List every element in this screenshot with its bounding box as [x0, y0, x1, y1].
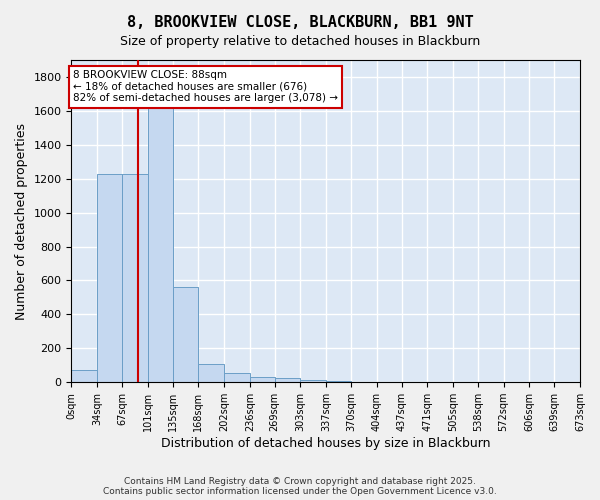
- Bar: [173, 288, 199, 382]
- Text: 8 BROOKVIEW CLOSE: 88sqm
← 18% of detached houses are smaller (676)
82% of semi-: 8 BROOKVIEW CLOSE: 88sqm ← 18% of detach…: [73, 70, 338, 103]
- Bar: [275, 378, 301, 382]
- Text: Contains public sector information licensed under the Open Government Licence v3: Contains public sector information licen…: [103, 488, 497, 496]
- Bar: [250, 377, 275, 382]
- Y-axis label: Number of detached properties: Number of detached properties: [15, 122, 28, 320]
- Bar: [97, 174, 122, 382]
- Bar: [301, 380, 326, 382]
- Bar: [199, 364, 224, 382]
- Bar: [71, 370, 97, 382]
- Bar: [224, 373, 250, 382]
- Text: 8, BROOKVIEW CLOSE, BLACKBURN, BB1 9NT: 8, BROOKVIEW CLOSE, BLACKBURN, BB1 9NT: [127, 15, 473, 30]
- X-axis label: Distribution of detached houses by size in Blackburn: Distribution of detached houses by size …: [161, 437, 490, 450]
- Bar: [148, 102, 173, 382]
- Text: Contains HM Land Registry data © Crown copyright and database right 2025.: Contains HM Land Registry data © Crown c…: [124, 478, 476, 486]
- Bar: [122, 174, 148, 382]
- Text: Size of property relative to detached houses in Blackburn: Size of property relative to detached ho…: [120, 35, 480, 48]
